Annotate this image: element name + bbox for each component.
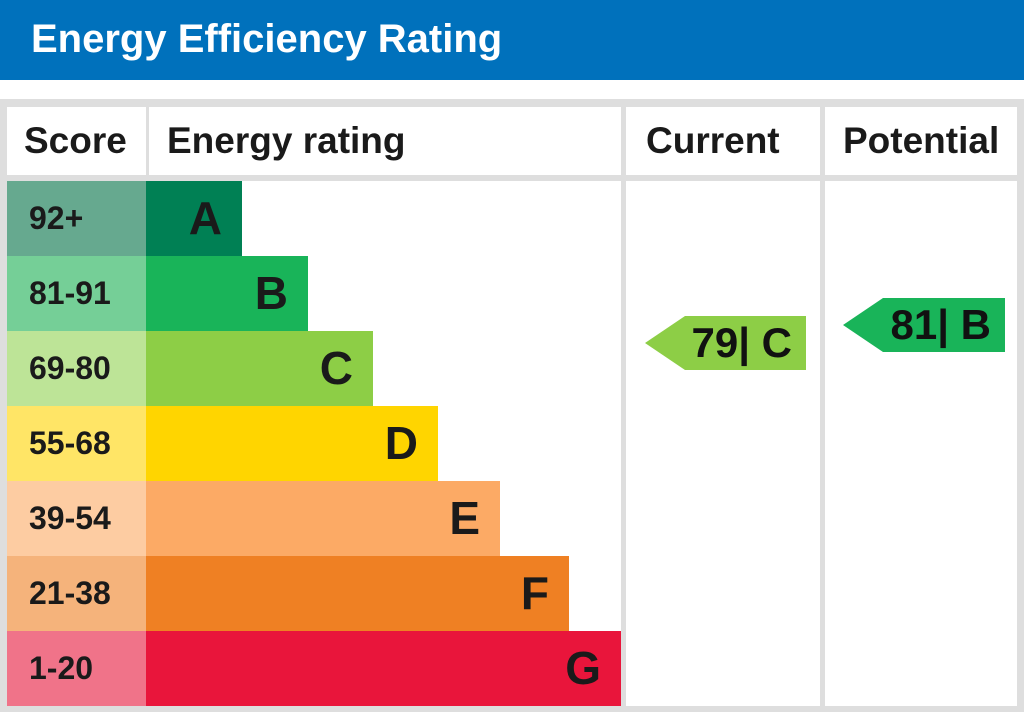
potential-column	[825, 181, 1017, 706]
band-bar-d: D	[146, 406, 438, 481]
current-rating-arrow: 79| C	[645, 316, 806, 370]
band-score-d: 55-68	[7, 406, 146, 481]
band-score-c: 69-80	[7, 331, 146, 406]
current-column	[626, 181, 820, 706]
band-bar-b: B	[146, 256, 308, 331]
band-score-e: 39-54	[7, 481, 146, 556]
current-header-cell: Current	[626, 107, 820, 175]
band-bar-e: E	[146, 481, 500, 556]
rating-table: Score Energy rating Current Potential 92…	[0, 99, 1024, 712]
header-bar: Energy Efficiency Rating	[0, 0, 1024, 80]
potential-column-header: Potential	[843, 120, 1000, 161]
band-bar-c: C	[146, 331, 373, 406]
band-bar-f: F	[146, 556, 569, 631]
score-column-header: Score	[24, 120, 127, 161]
energy-rating-header-cell: Energy rating	[149, 107, 621, 175]
energy-rating-column-header: Energy rating	[167, 120, 406, 161]
potential-header-cell: Potential	[825, 107, 1017, 175]
band-score-a: 92+	[7, 181, 146, 256]
band-score-f: 21-38	[7, 556, 146, 631]
band-score-b: 81-91	[7, 256, 146, 331]
page-title: Energy Efficiency Rating	[31, 17, 503, 61]
band-bar-a: A	[146, 181, 242, 256]
potential-rating-arrow: 81| B	[843, 298, 1005, 352]
band-score-g: 1-20	[7, 631, 146, 706]
current-column-header: Current	[646, 120, 780, 161]
score-header-cell: Score	[7, 107, 146, 175]
band-bar-g: G	[146, 631, 621, 706]
